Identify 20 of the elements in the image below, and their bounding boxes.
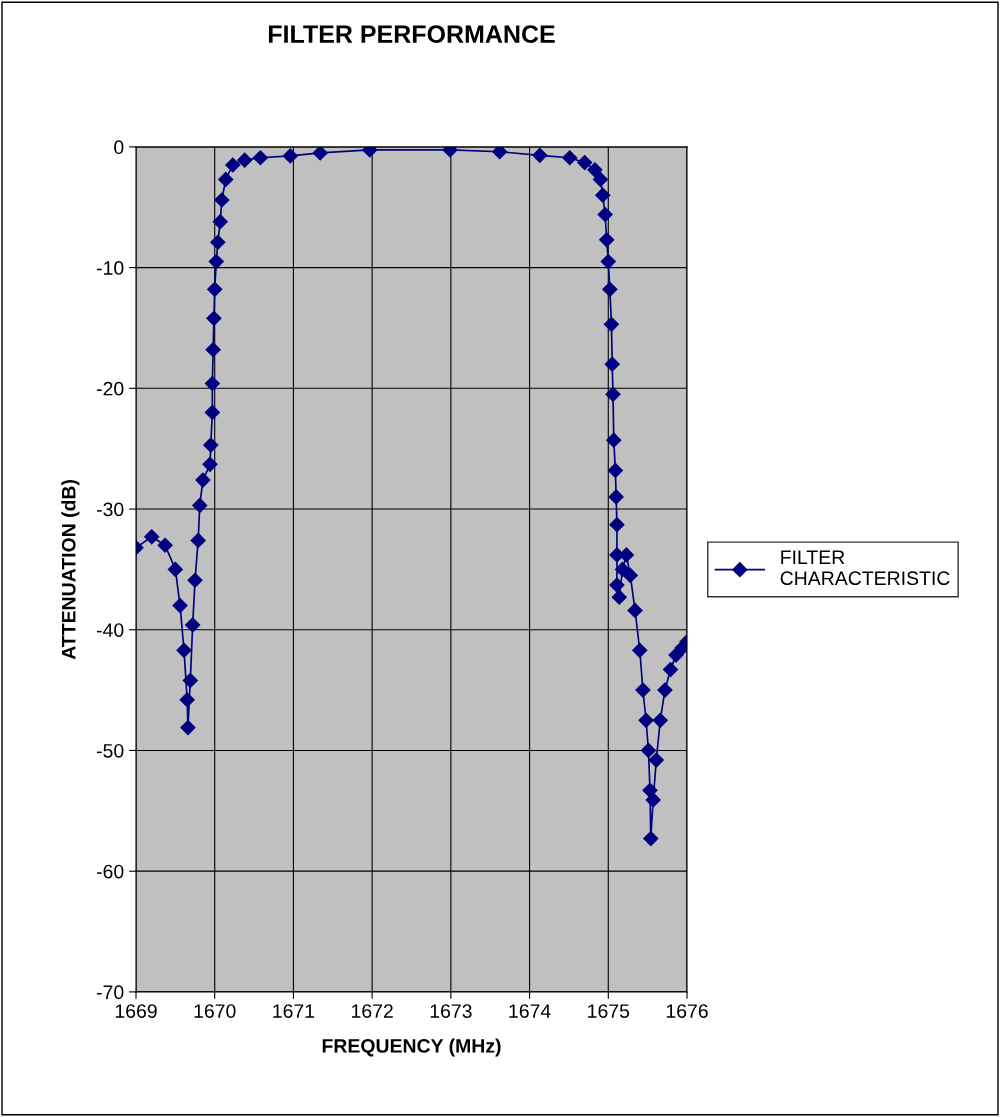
x-tick-label: 1673	[430, 1004, 472, 1018]
x-tick-label: 1672	[352, 1004, 393, 1018]
y-tick-label: -60	[96, 864, 124, 879]
x-tick-label: 1669	[115, 1004, 157, 1018]
chart-title: FILTER PERFORMANCE	[268, 25, 555, 43]
y-tick-label: -20	[96, 381, 124, 396]
y-tick-label: -40	[96, 623, 124, 637]
y-tick-label: -30	[96, 502, 124, 517]
y-tick-label: 0	[114, 140, 124, 155]
x-tick-label: 1670	[194, 1004, 236, 1018]
y-tick-label: -10	[96, 261, 124, 275]
x-tick-label: 1674	[509, 1004, 551, 1018]
x-tick-label: 1676	[666, 1004, 708, 1018]
legend-label: FILTER CHARACTERISTIC	[780, 550, 950, 586]
x-tick-label: 1671	[273, 1004, 315, 1018]
x-axis-title: FREQUENCY (MHz)	[322, 1038, 501, 1057]
y-axis-title: ATTENUATION (dB)	[61, 479, 80, 660]
x-tick-label: 1675	[588, 1004, 630, 1018]
y-tick-label: -70	[96, 985, 124, 1000]
y-tick-label: -50	[96, 743, 124, 758]
